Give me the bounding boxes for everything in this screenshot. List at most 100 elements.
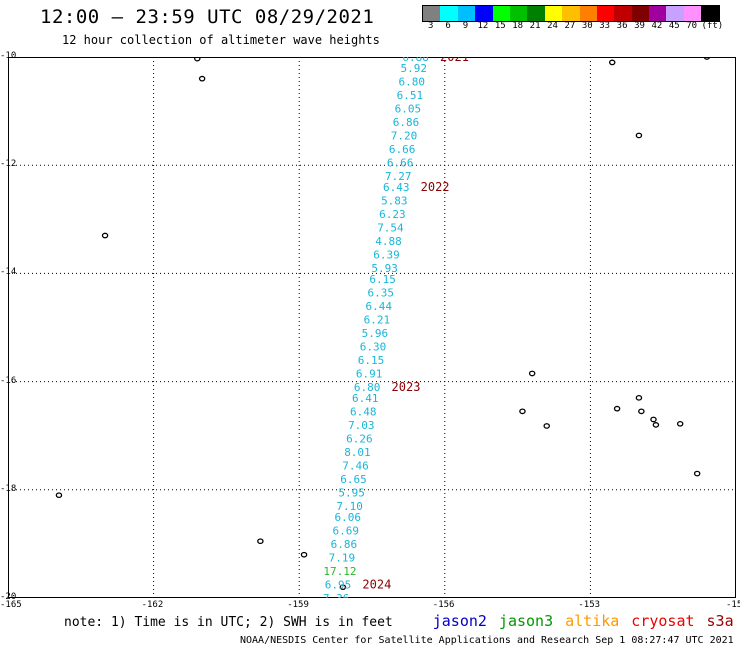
color-scale-label: 42 xyxy=(651,21,663,31)
satellite-altika: altika xyxy=(565,612,620,630)
wave-height-value: 6.05 xyxy=(395,102,422,115)
wave-height-value: 7.46 xyxy=(342,459,369,472)
wave-height-value: 7.19 xyxy=(329,551,356,564)
wave-height-value: 5.83 xyxy=(381,194,408,207)
longitude-label: -159 xyxy=(287,600,309,610)
wave-height-value: 6.44 xyxy=(366,300,393,313)
color-scale-label: 3 xyxy=(427,21,434,31)
latitude-label: -20 xyxy=(0,592,17,602)
island-outline xyxy=(300,551,308,558)
color-swatch xyxy=(631,6,650,21)
satellite-jason2: jason2 xyxy=(432,612,487,630)
color-scale-label: 21 xyxy=(529,21,541,31)
satellite-s3a: s3a xyxy=(706,612,734,630)
wave-height-value: 5.92 xyxy=(400,62,427,75)
color-swatch xyxy=(701,6,719,21)
color-swatch xyxy=(492,6,510,21)
longitude-label: -162 xyxy=(141,600,164,610)
color-swatch xyxy=(527,6,545,21)
wave-height-value: 6.39 xyxy=(373,248,400,261)
latitude-label: -16 xyxy=(0,375,17,386)
wave-height-value: 7.20 xyxy=(391,129,418,142)
latitude-label: -14 xyxy=(0,267,17,278)
wave-height-value: 6.15 xyxy=(358,354,385,367)
wave-height-value: 4.88 xyxy=(375,235,402,248)
color-scale-label: 27 xyxy=(564,21,576,31)
wave-height-value: 8.01 xyxy=(344,446,371,459)
wave-height-value: 6.35 xyxy=(367,286,394,299)
wave-height-value: 6.51 xyxy=(397,89,424,102)
color-swatch xyxy=(544,6,563,21)
satellite-jason3: jason3 xyxy=(498,612,554,630)
map-plot: 6.885.926.806.516.056.867.206.666.667.27… xyxy=(8,57,736,598)
color-scale-label: 36 xyxy=(616,21,628,31)
island-outline xyxy=(608,59,616,66)
longitude-label: -153 xyxy=(578,600,601,610)
island-outline xyxy=(339,584,347,591)
wave-height-value: 5.96 xyxy=(362,327,389,340)
pass-time-label: 2023 xyxy=(392,380,421,394)
note-text: note: 1) Time is in UTC; 2) SWH is in fe… xyxy=(64,615,393,630)
wave-height-value: 6.65 xyxy=(340,473,367,486)
color-scale-label: (ft) xyxy=(701,21,724,31)
wave-height-value: 6.95 xyxy=(325,578,352,591)
island-outline xyxy=(613,405,621,412)
pass-time-label: 2022 xyxy=(421,180,450,194)
color-swatch xyxy=(475,6,493,21)
wave-height-value: 6.66 xyxy=(389,143,416,156)
wave-height-value: 6.26 xyxy=(346,432,373,445)
island-outline xyxy=(528,370,536,377)
color-scale-label: 30 xyxy=(581,21,593,31)
island-outline xyxy=(55,492,63,499)
wave-height-value: 7.36 xyxy=(323,592,350,598)
map-note: note: 1) Time is in UTC; 2) SWH is in fe… xyxy=(64,612,734,630)
wave-height-value: 7.27 xyxy=(385,170,412,183)
wave-height-value: 6.43 xyxy=(383,181,410,194)
color-scale-label: 9 xyxy=(462,21,469,31)
color-scale-bar xyxy=(422,5,720,22)
island-outline xyxy=(638,408,645,415)
island-outline xyxy=(257,538,264,545)
map-grid xyxy=(8,57,736,598)
wave-height-value: 6.86 xyxy=(393,116,420,129)
island-outline xyxy=(703,57,711,60)
color-swatch xyxy=(649,6,667,21)
plot-frame xyxy=(8,57,736,598)
wave-height-value: 6.23 xyxy=(379,208,406,221)
credit-footer: NOAA/NESDIS Center for Satellite Applica… xyxy=(240,635,734,646)
island-outline xyxy=(101,232,109,239)
wave-height-value: 6.41 xyxy=(352,392,379,405)
wave-height-value: 6.48 xyxy=(350,405,377,418)
map-title: 12:00 – 23:59 UTC 08/29/2021 xyxy=(40,6,375,28)
wave-height-value: 7.03 xyxy=(348,419,375,432)
color-scale-label: 39 xyxy=(634,21,645,31)
island-outline xyxy=(676,420,684,427)
color-scale-label: 24 xyxy=(547,21,558,31)
color-scale-label: 70 xyxy=(686,21,698,31)
wave-height-value: 6.15 xyxy=(369,273,396,286)
island-outline xyxy=(194,57,201,62)
wave-height-value: 6.91 xyxy=(356,367,383,380)
map-subtitle: 12 hour collection of altimeter wave hei… xyxy=(62,33,380,47)
island-outline xyxy=(519,408,526,415)
latitude-label: -18 xyxy=(0,483,17,494)
color-swatch xyxy=(614,6,632,21)
color-swatch xyxy=(457,6,476,21)
pass-labels: 2021 2022 2023 2024 xyxy=(362,57,469,591)
color-scale-label: 45 xyxy=(668,21,680,31)
latitude-label: -10 xyxy=(0,51,17,61)
color-swatch xyxy=(683,6,702,21)
pass-time-label: 2021 xyxy=(440,57,469,64)
color-scale-label: 6 xyxy=(445,21,451,31)
color-scale-label: 12 xyxy=(477,21,489,31)
island-outlines xyxy=(55,57,711,591)
color-swatch xyxy=(440,6,458,21)
island-outline xyxy=(693,470,701,477)
wave-height-value: 17.12 xyxy=(323,565,356,578)
wave-height-value: 5.95 xyxy=(338,487,365,500)
color-swatch xyxy=(562,6,580,21)
pass-time-label: 2024 xyxy=(362,577,391,591)
color-swatch xyxy=(596,6,615,21)
latitude-label: -12 xyxy=(0,159,17,170)
satellite-cryosat: cryosat xyxy=(631,612,695,630)
